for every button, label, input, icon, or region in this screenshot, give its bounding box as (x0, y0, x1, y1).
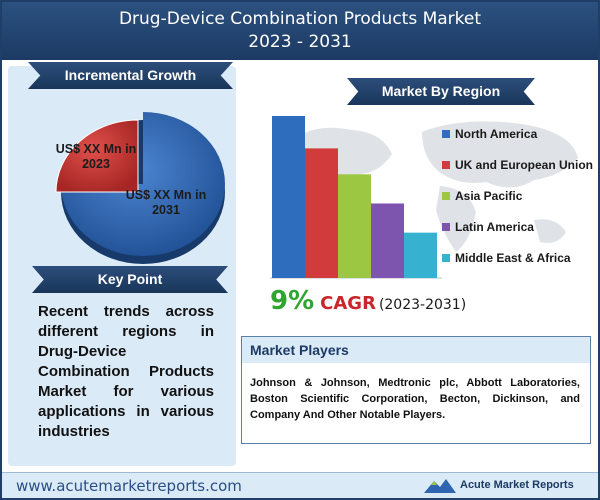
brand-name: Acute Market Reports (460, 479, 574, 491)
bar-north-america (272, 116, 305, 278)
region-bar-chart (270, 116, 442, 279)
cagr-years: (2023-2031) (378, 297, 467, 313)
pie-label-2023: US$ XX Mn in 2023 (55, 142, 137, 171)
incremental-growth-heading: Incremental Growth (28, 62, 233, 89)
legend-swatch (442, 160, 450, 169)
key-point-text: Recent trends across different regions i… (38, 303, 214, 440)
legend-label: Asia Pacific (455, 188, 523, 203)
header-banner: Drug-Device Combination Products Market … (2, 2, 598, 60)
market-by-region-heading: Market By Region (347, 78, 535, 105)
pie-slice-2023 (55, 119, 139, 193)
bar-middle-east-africa (404, 232, 437, 278)
footer: www.acutemarketreports.com Acute Market … (2, 472, 598, 498)
legend-item: Middle East & Africa (442, 242, 598, 273)
legend-swatch (442, 222, 450, 231)
legend-label: Latin America (455, 219, 534, 234)
pie-label-2031: US$ XX Mn in 2031 (125, 188, 207, 217)
legend-label: Middle East & Africa (455, 250, 571, 265)
key-point-heading-text: Key Point (97, 271, 163, 287)
website-link[interactable]: www.acutemarketreports.com (16, 477, 242, 495)
bar-uk-and-european-union (305, 148, 338, 278)
legend-item: UK and European Union (442, 149, 598, 180)
legend-swatch (442, 129, 450, 138)
legend-item: Asia Pacific (442, 180, 598, 211)
cagr-value: 9% (270, 286, 315, 316)
page-title: Drug-Device Combination Products Market (118, 9, 482, 29)
brand-mountain-icon (424, 479, 456, 493)
bar-asia-pacific (338, 174, 371, 278)
market-by-region-heading-text: Market By Region (381, 83, 501, 99)
pie-slice-2031 (61, 112, 225, 256)
market-players-box: Market Players Johnson & Johnson, Medtro… (241, 336, 591, 444)
legend-item: North America (442, 118, 598, 149)
market-players-text: Johnson & Johnson, Medtronic plc, Abbott… (250, 377, 580, 421)
page-subtitle-years: 2023 - 2031 (248, 32, 352, 52)
incremental-growth-heading-text: Incremental Growth (64, 67, 197, 83)
legend-label: UK and European Union (455, 157, 593, 172)
key-point-heading: Key Point (32, 266, 228, 293)
cagr-callout: 9% CAGR (2023-2031) (270, 286, 466, 316)
cagr-label: CAGR (320, 293, 376, 314)
market-players-heading: Market Players (242, 337, 590, 363)
legend-swatch (442, 191, 450, 200)
legend-label: North America (455, 126, 538, 141)
region-legend: North America UK and European Union Asia P… (442, 118, 598, 273)
incremental-growth-pie (48, 102, 238, 277)
legend-item: Latin America (442, 211, 598, 242)
brand-logo: Acute Market Reports (424, 477, 574, 493)
bar-latin-america (371, 203, 404, 278)
legend-swatch (442, 253, 450, 262)
pie-chart-svg (55, 112, 225, 264)
